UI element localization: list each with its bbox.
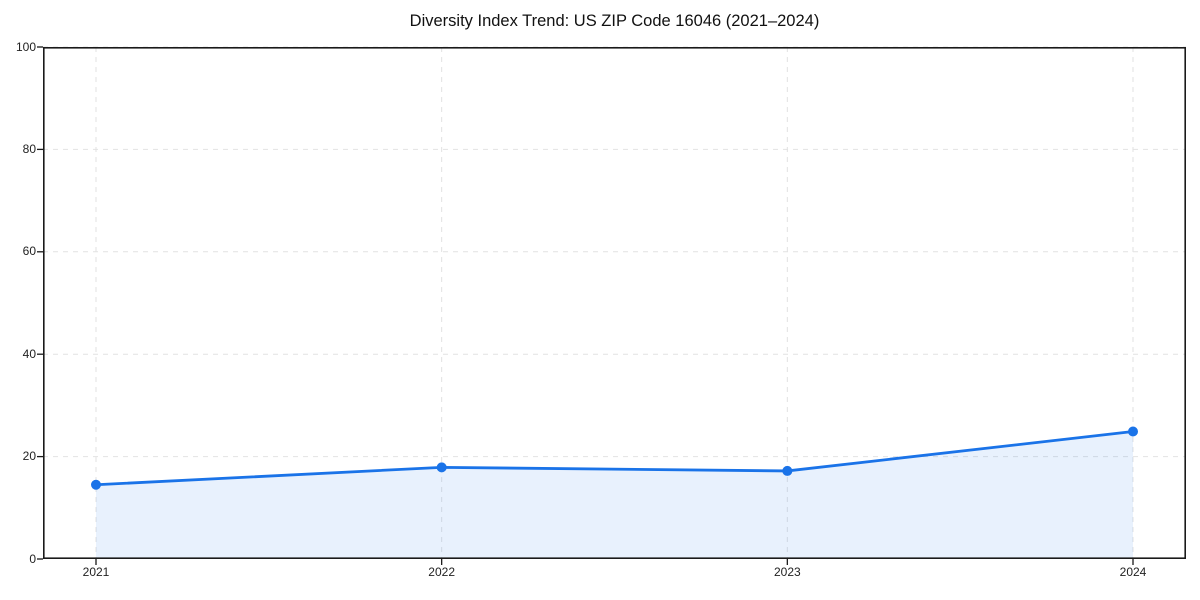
- trend-line: [94, 430, 1135, 487]
- data-point: [782, 465, 793, 476]
- x-tick-label: 2023: [773, 565, 801, 579]
- y-tick-label: 80: [22, 141, 36, 156]
- y-tick-label: 60: [22, 244, 36, 259]
- data-point: [91, 479, 101, 490]
- y-tick-label: 0: [29, 551, 36, 566]
- data-point: [436, 462, 447, 473]
- y-tick-label: 100: [15, 39, 36, 54]
- y-tick-label: 20: [22, 449, 36, 464]
- y-tick-label: 40: [22, 346, 36, 361]
- chart-title: Diversity Index Trend: US ZIP Code 16046…: [409, 12, 820, 30]
- x-tick-label: 2022: [428, 565, 455, 579]
- x-tick-label: 2021: [82, 565, 110, 579]
- area-fill: [96, 431, 1133, 559]
- data-point: [1128, 426, 1138, 437]
- plot-area: [37, 46, 1187, 565]
- x-tick-label: 2024: [1119, 565, 1147, 579]
- plot-spines: [43, 47, 1187, 559]
